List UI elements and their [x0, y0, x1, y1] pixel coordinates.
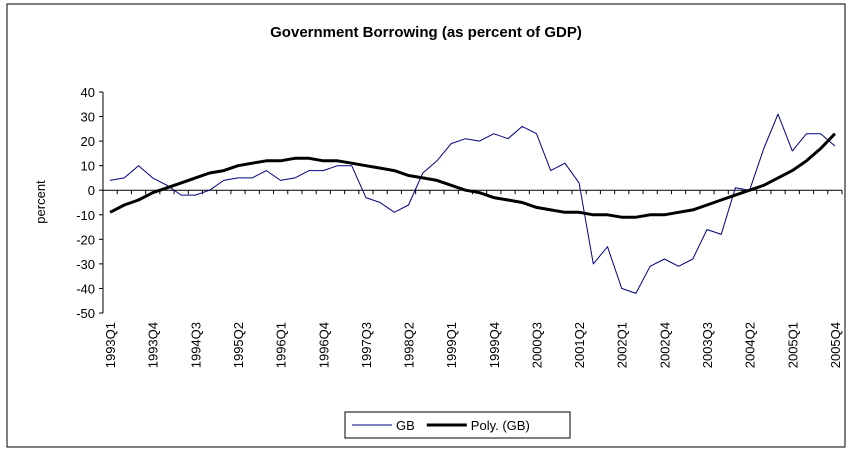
- x-tick-label: 2002Q4: [657, 322, 672, 368]
- chart-border: [6, 3, 846, 448]
- y-tick-label: 30: [81, 110, 95, 125]
- legend-label: GB: [396, 418, 415, 433]
- x-tick-label: 1993Q1: [103, 322, 118, 368]
- x-tick-label: 2005Q4: [828, 322, 843, 368]
- x-tick-label: 2005Q1: [785, 322, 800, 368]
- x-tick-label: 2001Q2: [572, 322, 587, 368]
- y-axis-label: percent: [33, 180, 48, 224]
- y-tick-label: 20: [81, 134, 95, 149]
- legend-label: Poly. (GB): [471, 418, 530, 433]
- y-tick-label: 40: [81, 85, 95, 100]
- x-tick-label: 1994Q3: [188, 322, 203, 368]
- x-tick-label: 1998Q2: [402, 322, 417, 368]
- chart-title: Government Borrowing (as percent of GDP): [270, 24, 582, 41]
- x-tick-label: 1999Q1: [444, 322, 459, 368]
- x-tick-label: 2002Q1: [615, 322, 630, 368]
- x-tick-label: 2000Q3: [529, 322, 544, 368]
- y-tick-label: 10: [81, 159, 95, 174]
- y-tick-label: -20: [76, 232, 95, 247]
- x-tick-label: 1997Q3: [359, 322, 374, 368]
- x-tick-label: 1999Q4: [487, 322, 502, 368]
- y-tick-label: -30: [76, 257, 95, 272]
- x-tick-label: 2003Q3: [700, 322, 715, 368]
- y-tick-label: -50: [76, 306, 95, 321]
- y-tick-label: 0: [88, 183, 95, 198]
- y-tick-label: -10: [76, 208, 95, 223]
- x-tick-label: 1996Q4: [316, 322, 331, 368]
- y-tick-label: -40: [76, 281, 95, 296]
- series-line: [110, 113, 836, 294]
- x-tick-label: 1996Q1: [274, 322, 289, 368]
- x-tick-label: 2004Q2: [743, 322, 758, 368]
- series-line: [109, 132, 836, 219]
- x-tick-label: 1993Q4: [146, 322, 161, 368]
- x-tick-label: 1995Q2: [231, 322, 246, 368]
